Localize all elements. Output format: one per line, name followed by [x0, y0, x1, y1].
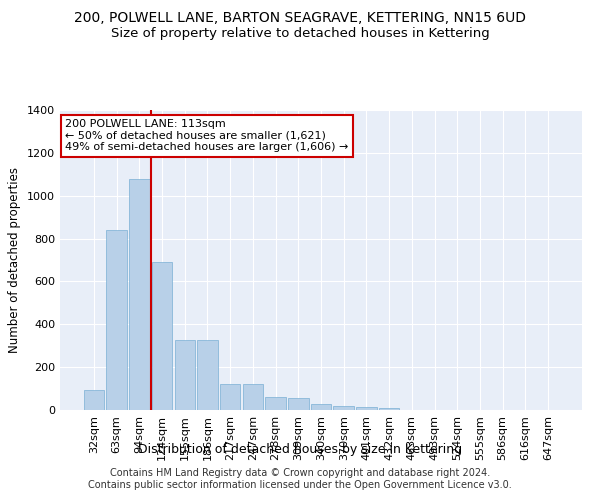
Text: Distribution of detached houses by size in Kettering: Distribution of detached houses by size … [138, 442, 462, 456]
Bar [84, 390, 104, 410]
Bar [129, 178, 149, 410]
Bar [356, 407, 377, 410]
Bar [311, 404, 331, 410]
Bar [242, 384, 263, 410]
Bar [334, 406, 354, 410]
Bar [106, 230, 127, 410]
Text: Contains HM Land Registry data © Crown copyright and database right 2024.
Contai: Contains HM Land Registry data © Crown c… [88, 468, 512, 490]
Text: 200 POLWELL LANE: 113sqm
← 50% of detached houses are smaller (1,621)
49% of sem: 200 POLWELL LANE: 113sqm ← 50% of detach… [65, 119, 349, 152]
Bar [220, 384, 241, 410]
Bar [288, 398, 308, 410]
Bar [265, 397, 286, 410]
Bar [175, 340, 195, 410]
Bar [197, 340, 218, 410]
Text: Size of property relative to detached houses in Kettering: Size of property relative to detached ho… [110, 28, 490, 40]
Bar [152, 262, 172, 410]
Text: 200, POLWELL LANE, BARTON SEAGRAVE, KETTERING, NN15 6UD: 200, POLWELL LANE, BARTON SEAGRAVE, KETT… [74, 11, 526, 25]
Bar [379, 408, 400, 410]
Y-axis label: Number of detached properties: Number of detached properties [8, 167, 22, 353]
